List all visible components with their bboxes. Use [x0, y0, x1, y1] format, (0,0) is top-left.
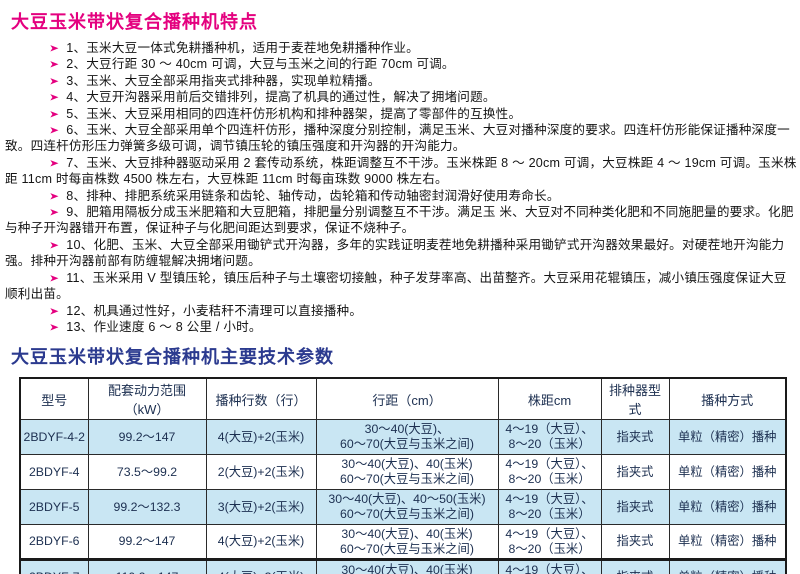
header-model: 型号 — [19, 377, 89, 421]
arrow-bullet-icon: ➤ — [49, 320, 60, 333]
cell-plant-spacing: 4～19（大豆）、 8～20（玉米） — [497, 524, 602, 561]
cell-power: 99.2～147 — [87, 419, 207, 456]
cell-row-spacing: 30～40(大豆)、40～50(玉米) 60～70(大豆与玉米之间) — [315, 489, 499, 526]
table-row: 2BDYF-4 73.5～99.2 2(大豆)+2(玉米) 30～40(大豆)、… — [19, 454, 787, 491]
cell-power: 99.2～147 — [87, 524, 207, 561]
cell-seed-rows: 2(大豆)+2(玉米) — [205, 454, 317, 491]
cell-method: 单粒（精密）播种 — [668, 419, 787, 456]
cell-plant-spacing: 4～19（大豆）、 8～20（玉米） — [497, 558, 602, 574]
arrow-bullet-icon: ➤ — [49, 238, 60, 251]
cell-row-spacing: 30～40(大豆)、 60～70(大豆与玉米之间) — [315, 419, 499, 456]
cell-meter-type: 指夹式 — [600, 558, 670, 574]
table-row: 2BDYF-4-2 99.2～147 4(大豆)+2(玉米) 30～40(大豆)… — [19, 419, 787, 456]
arrow-bullet-icon: ➤ — [49, 271, 60, 284]
cell-power: 73.5～99.2 — [87, 454, 207, 491]
feature-item: ➤ 3、玉米、大豆全部采用指夹式排种器，实现单粒精播。 — [5, 73, 797, 89]
feature-text: 10、化肥、玉米、大豆全部采用锄铲式开沟器，多年的实践证明麦茬地免耕播种采用锄铲… — [5, 237, 785, 269]
arrow-bullet-icon: ➤ — [49, 189, 60, 202]
feature-text: 8、排种、排肥系统采用链条和齿轮、轴传动，齿轮箱和传动轴密封润滑好使用寿命长。 — [66, 188, 560, 203]
arrow-bullet-icon: ➤ — [49, 304, 60, 317]
cell-plant-spacing: 4～19（大豆）、 8～20（玉米） — [497, 454, 602, 491]
feature-item: ➤ 4、大豆开沟器采用前后交错排列，提高了机具的通过性，解决了拥堵问题。 — [5, 89, 797, 105]
cell-meter-type: 指夹式 — [600, 419, 670, 456]
cell-row-spacing: 30～40(大豆)、40(玉米) 60～70(大豆与玉米之间) — [315, 524, 499, 561]
feature-text: 12、机具通过性好，小麦秸秆不清理可以直接播种。 — [66, 303, 363, 318]
header-method: 播种方式 — [668, 377, 787, 421]
feature-text: 13、作业速度 6 ～ 8 公里 / 小时。 — [66, 319, 262, 334]
cell-row-spacing: 30～40(大豆)、40(玉米) 60～70(大豆与玉米之间) — [315, 558, 499, 574]
arrow-bullet-icon: ➤ — [49, 91, 60, 104]
cell-meter-type: 指夹式 — [600, 524, 670, 561]
cell-meter-type: 指夹式 — [600, 454, 670, 491]
table-row: 2BDYF-6 99.2～147 4(大豆)+2(玉米) 30～40(大豆)、4… — [19, 524, 787, 561]
cell-model: 2BDYF-4-2 — [19, 419, 89, 456]
table-header-row: 型号 配套动力范围（kW） 播种行数（行） 行距（cm） 株距cm 排种器型式 … — [19, 377, 787, 421]
feature-item: ➤ 11、玉米采用 V 型镇压轮，镇压后种子与土壤密切接触，种子发芽率高、出苗整齐… — [5, 270, 797, 303]
header-meter-type: 排种器型式 — [600, 377, 670, 421]
arrow-bullet-icon: ➤ — [49, 107, 60, 120]
cell-meter-type: 指夹式 — [600, 489, 670, 526]
feature-list: ➤ 1、玉米大豆一体式免耕播种机，适用于麦茬地免耕播种作业。 ➤ 2、大豆行距 30… — [5, 40, 797, 335]
cell-plant-spacing: 4～19（大豆）、 8～20（玉米） — [497, 489, 602, 526]
feature-text: 4、大豆开沟器采用前后交错排列，提高了机具的通过性，解决了拥堵问题。 — [66, 90, 496, 105]
feature-text: 1、玉米大豆一体式免耕播种机，适用于麦茬地免耕播种作业。 — [66, 41, 419, 55]
table-row: 2BDYF-7 110.2～147 4(大豆)+3(玉米) 30～40(大豆)、… — [19, 558, 787, 574]
header-plant-spacing: 株距cm — [497, 377, 602, 421]
cell-plant-spacing: 4～19（大豆）、 8～20（玉米） — [497, 419, 602, 456]
cell-row-spacing: 30～40(大豆)、40(玉米) 60～70(大豆与玉米之间) — [315, 454, 499, 491]
arrow-bullet-icon: ➤ — [49, 74, 60, 87]
cell-seed-rows: 4(大豆)+2(玉米) — [205, 524, 317, 561]
feature-text: 2、大豆行距 30 ～ 40cm 可调，大豆与玉米之间的行距 70cm 可调。 — [66, 57, 455, 72]
cell-method: 单粒（精密）播种 — [668, 454, 787, 491]
arrow-bullet-icon: ➤ — [49, 156, 60, 169]
arrow-bullet-icon: ➤ — [49, 124, 60, 137]
arrow-bullet-icon: ➤ — [49, 58, 60, 71]
feature-text: 5、玉米、大豆采用相同的四连杆仿形机构和排种器架，提高了零部件的互换性。 — [66, 106, 522, 121]
cell-model: 2BDYF-7 — [19, 558, 89, 574]
specs-section-title: 大豆玉米带状复合播种机主要技术参数 — [11, 347, 334, 368]
features-section-title: 大豆玉米带状复合播种机特点 — [11, 12, 258, 32]
feature-item: ➤ 9、肥箱用隔板分成玉米肥箱和大豆肥箱，排肥量分别调整互不干涉。满足玉 米、大豆… — [5, 204, 797, 237]
cell-power: 99.2～132.3 — [87, 489, 207, 526]
cell-method: 单粒（精密）播种 — [668, 489, 787, 526]
cell-power: 110.2～147 — [87, 558, 207, 574]
cell-seed-rows: 4(大豆)+3(玉米) — [205, 558, 317, 574]
cell-method: 单粒（精密）播种 — [668, 558, 787, 574]
feature-item: ➤ 10、化肥、玉米、大豆全部采用锄铲式开沟器，多年的实践证明麦茬地免耕播种采用锄… — [5, 237, 797, 270]
feature-item: ➤ 6、玉米、大豆全部采用单个四连杆仿形，播种深度分别控制，满足玉米、大豆对播种深… — [5, 122, 797, 155]
feature-item: ➤ 2、大豆行距 30 ～ 40cm 可调，大豆与玉米之间的行距 70cm 可调。 — [5, 56, 797, 72]
feature-item: ➤ 12、机具通过性好，小麦秸秆不清理可以直接播种。 — [5, 303, 797, 319]
cell-seed-rows: 3(大豆)+2(玉米) — [205, 489, 317, 526]
header-power: 配套动力范围（kW） — [87, 377, 207, 421]
feature-item: ➤ 7、玉米、大豆排种器驱动采用 2 套传动系统，株距调整互不干涉。玉米株距 8 … — [5, 155, 797, 188]
table-row: 2BDYF-5 99.2～132.3 3(大豆)+2(玉米) 30～40(大豆)… — [19, 489, 787, 526]
header-seed-rows: 播种行数（行） — [205, 377, 317, 421]
cell-seed-rows: 4(大豆)+2(玉米) — [205, 419, 317, 456]
feature-item: ➤ 5、玉米、大豆采用相同的四连杆仿形机构和排种器架，提高了零部件的互换性。 — [5, 106, 797, 122]
arrow-bullet-icon: ➤ — [49, 206, 60, 219]
feature-item: ➤ 8、排种、排肥系统采用链条和齿轮、轴传动，齿轮箱和传动轴密封润滑好使用寿命长。 — [5, 188, 797, 204]
cell-method: 单粒（精密）播种 — [668, 524, 787, 561]
feature-text: 11、玉米采用 V 型镇压轮，镇压后种子与土壤密切接触，种子发芽率高、出苗整齐。… — [5, 270, 787, 302]
feature-text: 7、玉米、大豆排种器驱动采用 2 套传动系统，株距调整互不干涉。玉米株距 8 ～… — [5, 155, 797, 187]
specs-table: 型号 配套动力范围（kW） 播种行数（行） 行距（cm） 株距cm 排种器型式 … — [19, 377, 787, 574]
feature-item: ➤ 1、玉米大豆一体式免耕播种机，适用于麦茬地免耕播种作业。 — [5, 40, 797, 56]
header-row-spacing: 行距（cm） — [315, 377, 499, 421]
cell-model: 2BDYF-6 — [19, 524, 89, 561]
arrow-bullet-icon: ➤ — [49, 42, 60, 54]
cell-model: 2BDYF-5 — [19, 489, 89, 526]
cell-model: 2BDYF-4 — [19, 454, 89, 491]
feature-item: ➤ 13、作业速度 6 ～ 8 公里 / 小时。 — [5, 319, 797, 335]
feature-text: 3、玉米、大豆全部采用指夹式排种器，实现单粒精播。 — [66, 73, 381, 88]
feature-text: 9、肥箱用隔板分成玉米肥箱和大豆肥箱，排肥量分别调整互不干涉。满足玉 米、大豆对… — [5, 205, 794, 236]
feature-text: 6、玉米、大豆全部采用单个四连杆仿形，播种深度分别控制，满足玉米、大豆对播种深度… — [5, 123, 790, 154]
